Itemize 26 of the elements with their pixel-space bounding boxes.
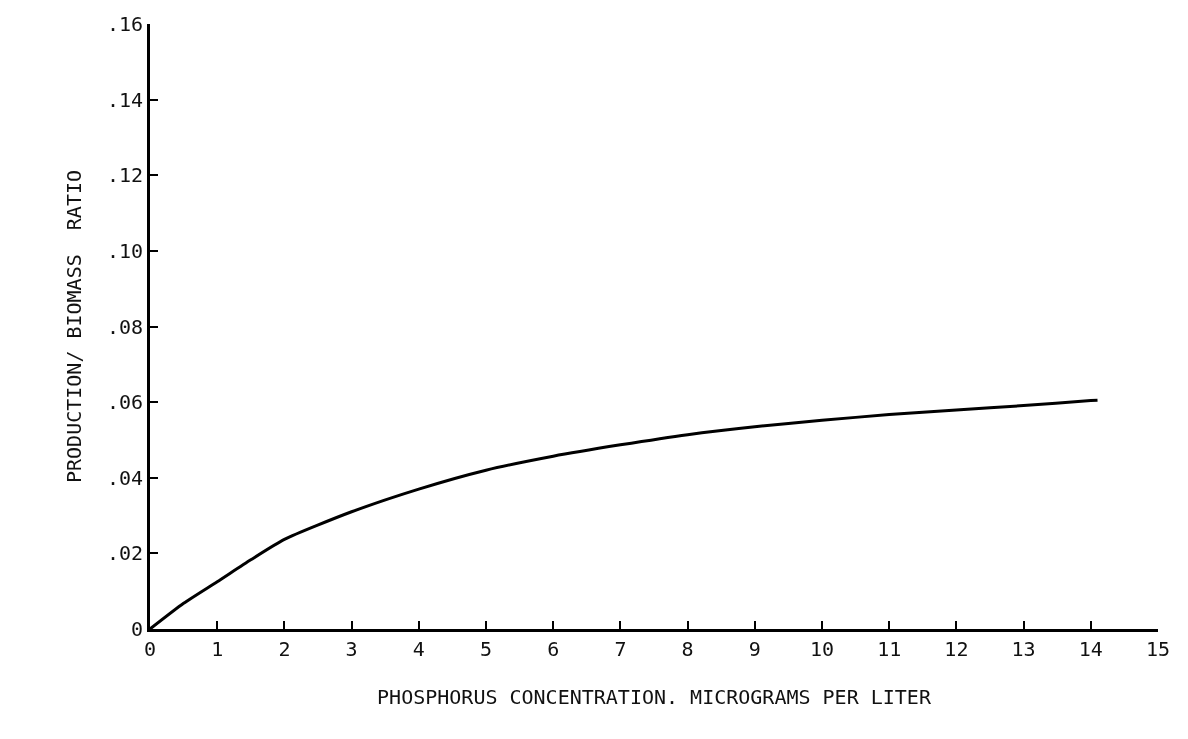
x-tick-label: 1 <box>211 637 224 661</box>
x-tick-label: 11 <box>877 637 902 661</box>
x-tick-label: 12 <box>944 637 969 661</box>
y-tick-label: .04 <box>106 465 143 490</box>
x-tick-label: 9 <box>748 637 761 661</box>
x-tick-label: 6 <box>547 637 560 661</box>
x-axis-title: PHOSPHORUS CONCENTRATION. MICROGRAMS PER LITER <box>377 684 932 709</box>
y-tick-label: .16 <box>106 12 143 36</box>
y-axis-title: PRODUCTION/ BIOMASS RATIO <box>62 169 87 484</box>
y-tick-label: .12 <box>106 163 143 188</box>
x-tick-label: 4 <box>412 637 425 661</box>
y-tick-label: .10 <box>106 238 143 263</box>
x-tick-label: 10 <box>809 637 835 661</box>
x-tick-label: 13 <box>1011 637 1036 661</box>
x-tick-label: 14 <box>1078 637 1103 661</box>
y-tick-label: .08 <box>106 314 143 339</box>
y-tick-label: .06 <box>106 390 143 415</box>
y-tick-label: 0 <box>130 617 143 641</box>
x-tick-label: 7 <box>614 637 627 661</box>
x-tick-label: 15 <box>1145 637 1171 661</box>
y-tick-label: .02 <box>106 541 143 566</box>
x-tick-label: 2 <box>278 637 291 661</box>
y-tick-label: .14 <box>106 87 143 112</box>
x-tick-label: 8 <box>681 637 694 661</box>
x-tick-label: 3 <box>345 637 358 661</box>
x-tick-label: 5 <box>479 637 493 661</box>
